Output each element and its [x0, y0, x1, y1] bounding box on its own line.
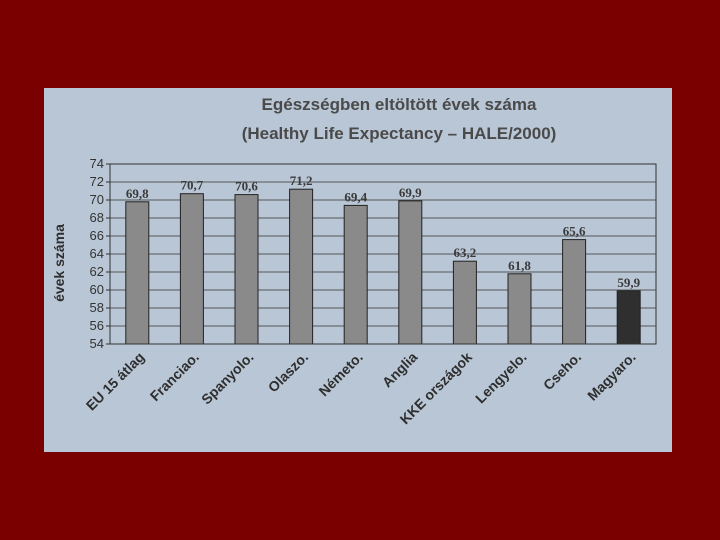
bar-2 — [234, 194, 259, 345]
value-label: 61,8 — [508, 258, 531, 273]
y-tick-label: 56 — [90, 318, 104, 333]
category-label: Franciao. — [147, 349, 202, 404]
value-label: 71,2 — [290, 173, 313, 188]
category-label: Anglia — [379, 349, 421, 391]
value-label: 59,9 — [617, 275, 640, 290]
bars — [125, 188, 641, 345]
value-label: 65,6 — [563, 224, 586, 239]
category-label: Németo. — [315, 349, 365, 399]
value-label: 69,4 — [344, 189, 367, 204]
chart-title: Egészségben eltöltött évek száma — [262, 95, 537, 114]
bar-3 — [289, 188, 314, 345]
chart-subtitle: (Healthy Life Expectancy – HALE/2000) — [242, 124, 557, 143]
y-tick-label: 72 — [90, 174, 104, 189]
y-tick-label: 62 — [90, 264, 104, 279]
y-tick-label: 64 — [90, 246, 104, 261]
value-label: 70,7 — [181, 178, 204, 193]
value-label: 69,8 — [126, 186, 149, 201]
y-tick-label: 70 — [90, 192, 104, 207]
y-tick-label: 68 — [90, 210, 104, 225]
y-tick-label: 54 — [90, 336, 104, 351]
category-label: Spanyolo. — [198, 349, 257, 408]
y-axis-ticks: 54 56 58 60 62 64 66 68 70 72 74 — [90, 156, 110, 351]
bar-chart: Egészségben eltöltött évek száma (Health… — [51, 95, 657, 428]
value-label: 70,6 — [235, 179, 258, 194]
y-tick-label: 66 — [90, 228, 104, 243]
category-label: Cseho. — [540, 349, 584, 393]
bar-8 — [562, 239, 587, 345]
bar-9 — [616, 290, 641, 345]
bar-4 — [343, 204, 368, 345]
value-labels: 69,8 70,7 70,6 71,2 69,4 69,9 63,2 61,8 65,6 59,9 — [126, 173, 641, 290]
bar-6 — [452, 260, 477, 345]
bar-5 — [398, 200, 423, 345]
category-label: Olaszo. — [265, 349, 312, 396]
chart-panel: Egészségben eltöltött évek száma (Health… — [44, 88, 672, 452]
category-label: Lengyelo. — [472, 349, 530, 407]
category-label: EU 15 átlag — [83, 349, 148, 414]
y-axis-label: évek száma — [51, 224, 67, 302]
bar-0 — [125, 201, 150, 345]
value-label: 69,9 — [399, 185, 422, 200]
bar-1 — [179, 193, 204, 345]
plot-border — [109, 163, 657, 345]
plot-frame — [109, 163, 657, 345]
y-tick-label: 60 — [90, 282, 104, 297]
value-label: 63,2 — [454, 245, 477, 260]
x-axis-categories: EU 15 átlag Franciao.Spanyolo. Olaszo. Néme… — [83, 349, 639, 428]
category-label: Magyaro. — [584, 349, 639, 404]
y-tick-label: 58 — [90, 300, 104, 315]
y-tick-label: 74 — [90, 156, 104, 171]
bar-7 — [507, 273, 532, 345]
